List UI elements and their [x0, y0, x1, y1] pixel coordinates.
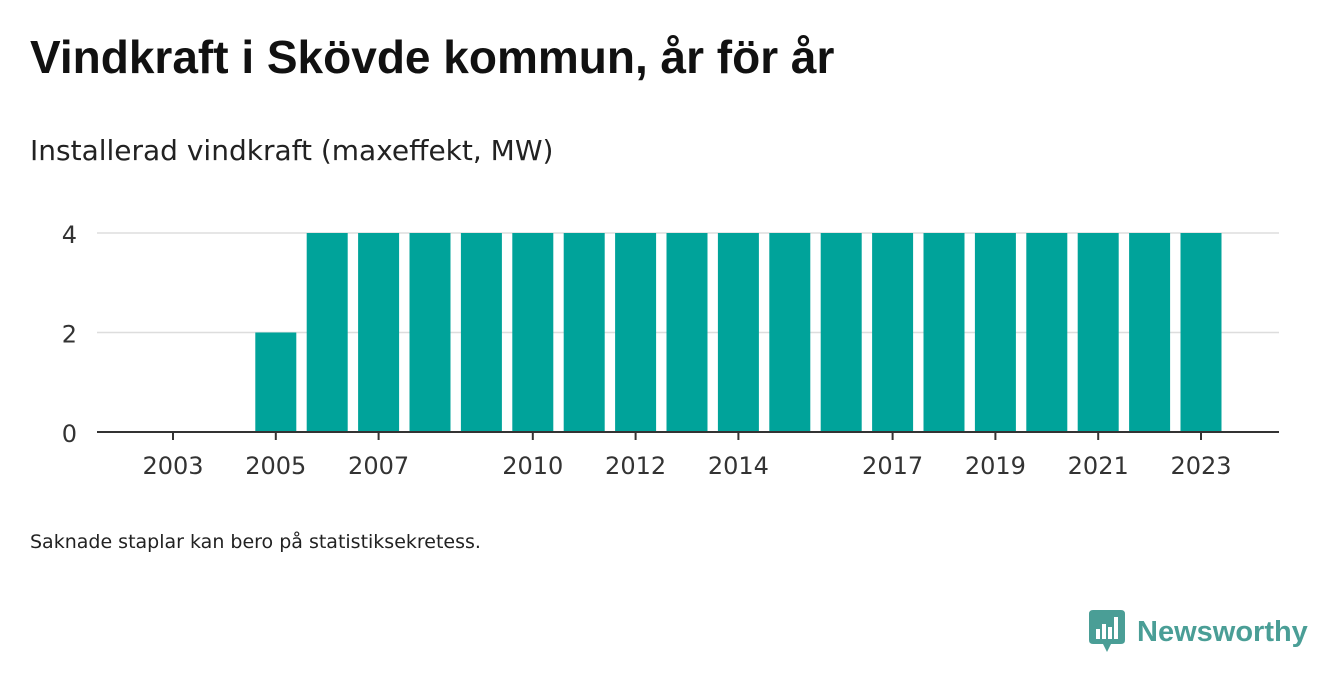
bar — [1077, 233, 1119, 432]
y-tick-label: 2 — [62, 321, 77, 349]
bar — [769, 233, 811, 432]
bar — [1180, 233, 1222, 432]
x-tick-label: 2012 — [605, 452, 666, 480]
bar — [820, 233, 862, 432]
bar — [255, 332, 297, 432]
bars — [255, 233, 1222, 432]
x-tick-label: 2023 — [1170, 452, 1231, 480]
y-tick-label: 4 — [62, 221, 77, 249]
bar — [1026, 233, 1068, 432]
tick-labels: 0 2 4 2003 2005 2007 2010 2012 2014 2017 2019 2021 2… — [62, 221, 1232, 480]
bar — [1129, 233, 1171, 432]
bar — [923, 233, 965, 432]
x-tick-label: 2017 — [862, 452, 923, 480]
footnote: Saknade staplar kan bero på statistiksek… — [30, 531, 481, 553]
y-tick-label: 0 — [62, 420, 77, 448]
chart-title: Vindkraft i Skövde kommun, år för år — [30, 31, 835, 83]
bar — [306, 233, 348, 432]
x-tick-label: 2010 — [502, 452, 563, 480]
bar — [872, 233, 914, 432]
bar — [563, 233, 605, 432]
x-tick-label: 2021 — [1068, 452, 1129, 480]
x-tick-label: 2003 — [142, 452, 203, 480]
bar — [512, 233, 554, 432]
brand-logo: Newsworthy — [1089, 610, 1308, 654]
bar — [974, 233, 1016, 432]
x-tick-label: 2005 — [245, 452, 306, 480]
x-tick-label: 2014 — [708, 452, 769, 480]
bar — [666, 233, 708, 432]
x-tick-label: 2019 — [965, 452, 1026, 480]
brand-name: Newsworthy — [1137, 615, 1308, 648]
bar — [358, 233, 400, 432]
bar — [460, 233, 502, 432]
axes — [97, 431, 1279, 440]
chart-subtitle: Installerad vindkraft (maxeffekt, MW) — [30, 134, 554, 167]
bar — [409, 233, 451, 432]
newsworthy-logo-icon — [1089, 610, 1125, 652]
bar — [615, 233, 657, 432]
x-tick-label: 2007 — [348, 452, 409, 480]
bar — [717, 233, 759, 432]
